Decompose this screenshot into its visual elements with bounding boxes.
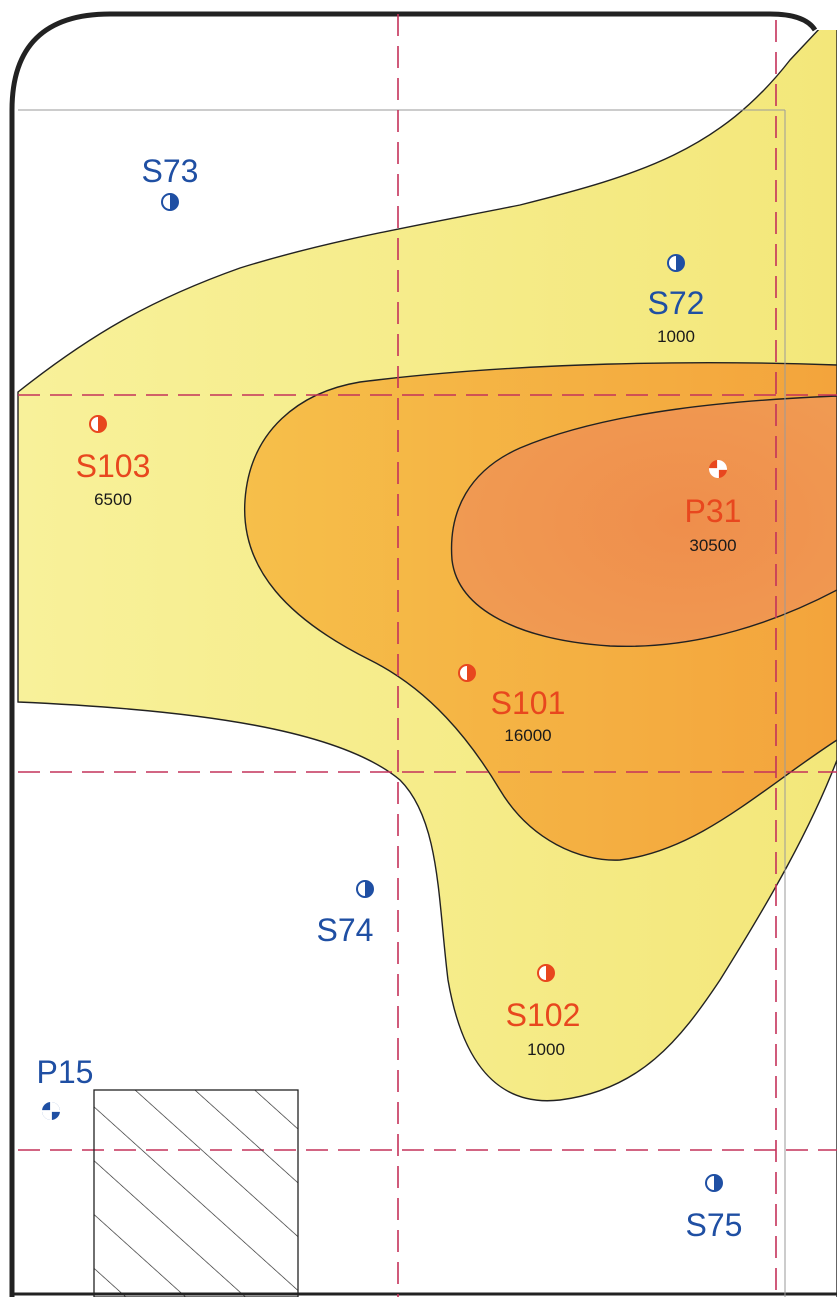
half-circle-icon [161, 193, 179, 211]
well-id-label: S73 [142, 153, 199, 189]
well-value: 1000 [657, 327, 695, 346]
well-id-label: S75 [686, 1207, 743, 1243]
well-s72: S72 1000 [648, 254, 705, 346]
map-frame [9, 11, 818, 1297]
well-value: 16000 [504, 726, 551, 745]
cross-circle-icon [709, 460, 727, 478]
well-s74: S74 [317, 880, 374, 948]
contour-high [450, 395, 837, 648]
well-s102: S102 1000 [506, 964, 581, 1059]
well-s103: S103 6500 [76, 415, 151, 509]
well-id-label: S103 [76, 448, 151, 484]
half-circle-icon [537, 964, 555, 982]
well-id-label: S74 [317, 912, 374, 948]
well-p15: P15 [37, 1054, 94, 1120]
half-circle-icon [458, 664, 476, 682]
half-circle-icon [705, 1174, 723, 1192]
well-p31: P31 30500 [685, 460, 742, 555]
half-circle-icon [89, 415, 107, 433]
well-s73: S73 [142, 153, 199, 211]
hatched-area [93, 1089, 299, 1297]
well-id-label: S102 [506, 997, 581, 1033]
well-value: 6500 [94, 490, 132, 509]
well-value: 30500 [689, 536, 736, 555]
well-id-label: P31 [685, 493, 742, 529]
cross-circle-icon [42, 1102, 60, 1120]
well-id-label: S72 [648, 285, 705, 321]
half-circle-icon [667, 254, 685, 272]
well-id-label: S101 [491, 685, 566, 721]
half-circle-icon [356, 880, 374, 898]
well-id-label: P15 [37, 1054, 94, 1090]
well-value: 1000 [527, 1040, 565, 1059]
well-s75: S75 [686, 1174, 743, 1243]
well-s101: S101 16000 [458, 664, 566, 745]
thin-grid [18, 109, 786, 1297]
